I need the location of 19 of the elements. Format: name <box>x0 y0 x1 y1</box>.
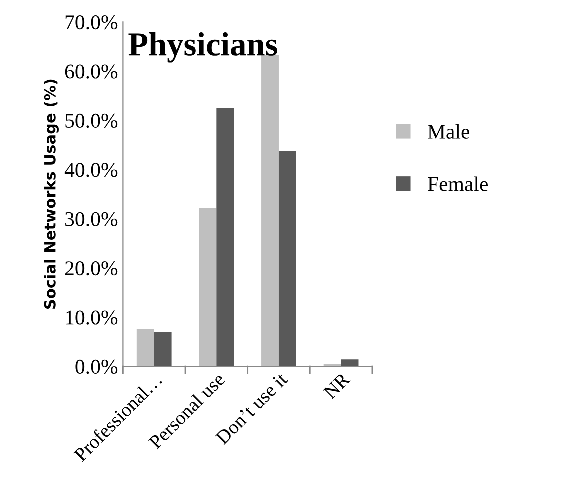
bar <box>136 329 154 367</box>
bar <box>341 360 359 367</box>
y-tick-label: 60.0% <box>65 64 118 79</box>
bar <box>154 332 172 367</box>
bar <box>216 108 234 367</box>
legend-label: Male <box>428 124 470 139</box>
y-tick-label: 50.0% <box>66 114 118 128</box>
y-tick-label: 10.0% <box>66 310 118 325</box>
legend-label: Female <box>428 176 488 192</box>
bar <box>199 208 217 367</box>
y-tick-label: 0.0% <box>76 360 118 374</box>
y-tick-label: 70.0% <box>66 16 118 30</box>
y-tick-label: 40.0% <box>64 163 118 178</box>
bar <box>278 151 296 367</box>
chart-title: Physicians <box>128 32 278 63</box>
y-tick-label: 30.0% <box>66 212 118 226</box>
y-axis-title: Social Networks Usage (%) <box>44 80 59 310</box>
x-tick-label: NR <box>323 372 351 400</box>
y-tick-label: 20.0% <box>65 262 118 276</box>
